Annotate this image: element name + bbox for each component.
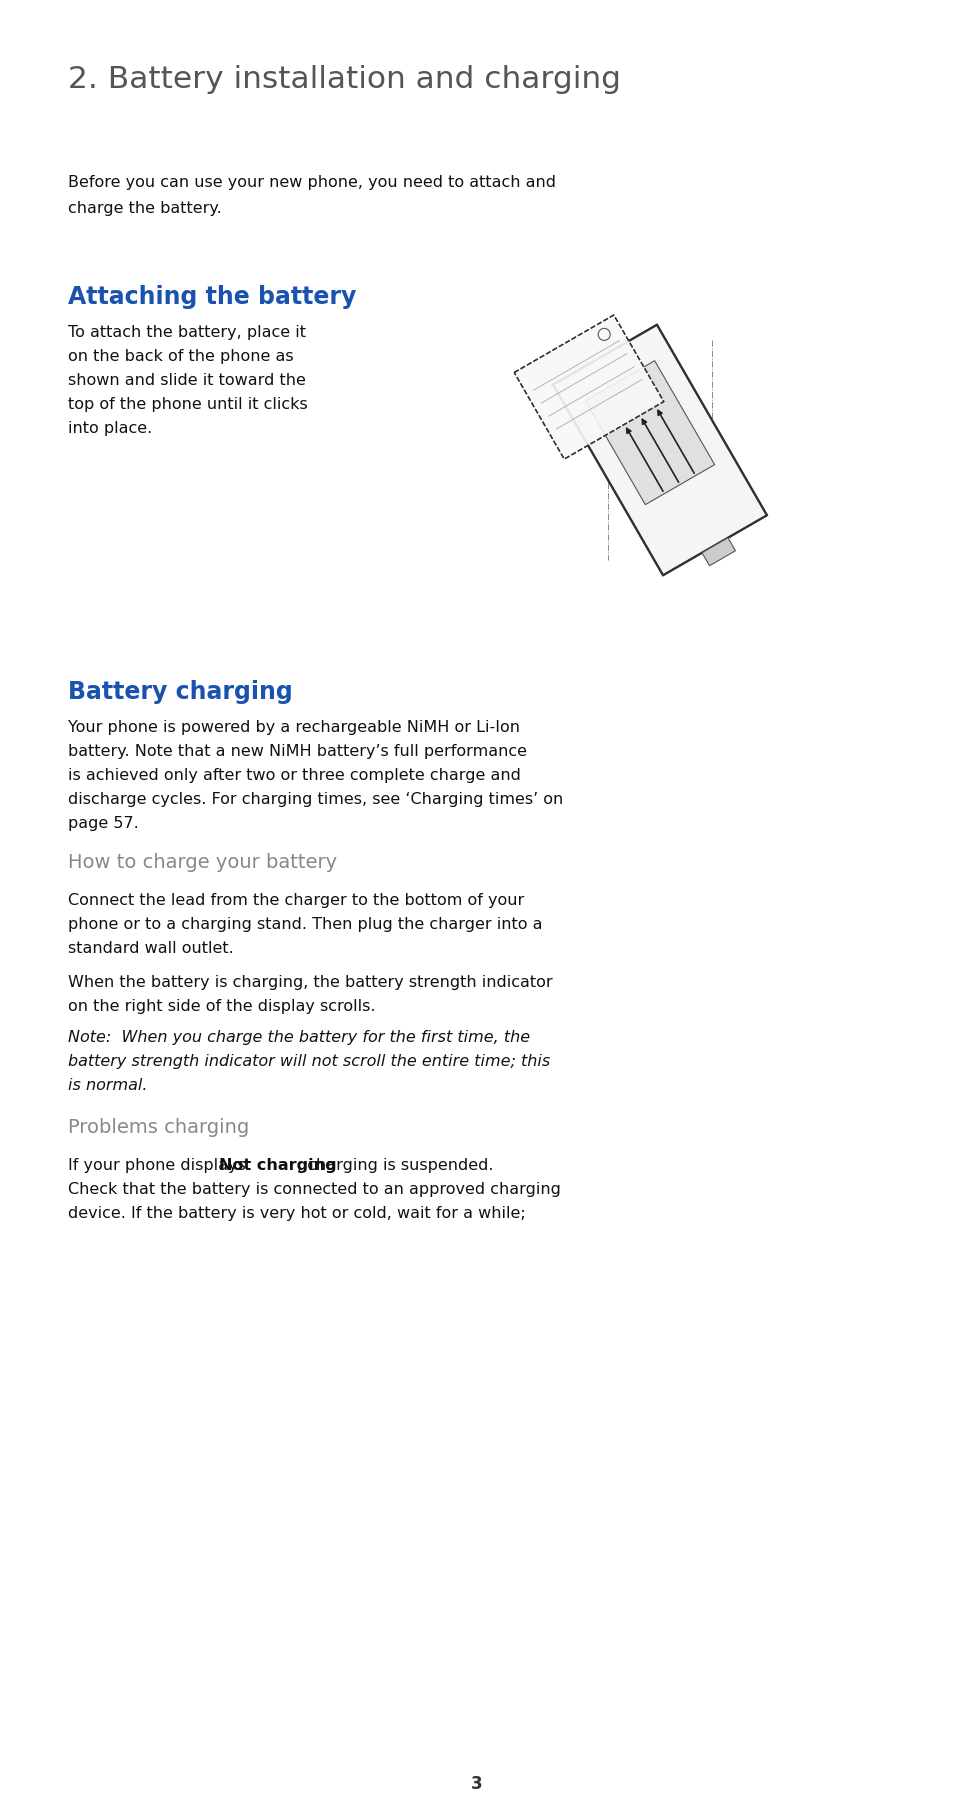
Text: Not charging: Not charging (218, 1158, 335, 1174)
Text: How to charge your battery: How to charge your battery (68, 853, 336, 873)
Text: When the battery is charging, the battery strength indicator: When the battery is charging, the batter… (68, 975, 552, 990)
Text: Problems charging: Problems charging (68, 1118, 249, 1138)
Text: Your phone is powered by a rechargeable NiMH or Li-Ion: Your phone is powered by a rechargeable … (68, 719, 519, 736)
Text: Before you can use your new phone, you need to attach and: Before you can use your new phone, you n… (68, 175, 556, 189)
Polygon shape (553, 325, 766, 575)
Text: on the right side of the display scrolls.: on the right side of the display scrolls… (68, 999, 375, 1013)
Text: on the back of the phone as: on the back of the phone as (68, 350, 294, 364)
Text: is normal.: is normal. (68, 1078, 148, 1093)
Text: into place.: into place. (68, 420, 152, 436)
Polygon shape (514, 316, 663, 460)
Text: If your phone displays: If your phone displays (68, 1158, 251, 1174)
Text: Check that the battery is connected to an approved charging: Check that the battery is connected to a… (68, 1183, 560, 1197)
Text: 3: 3 (471, 1774, 482, 1792)
Text: phone or to a charging stand. Then plug the charger into a: phone or to a charging stand. Then plug … (68, 918, 542, 932)
Text: battery strength indicator will not scroll the entire time; this: battery strength indicator will not scro… (68, 1055, 550, 1069)
Text: top of the phone until it clicks: top of the phone until it clicks (68, 397, 308, 413)
Text: To attach the battery, place it: To attach the battery, place it (68, 325, 306, 341)
Text: 2. Battery installation and charging: 2. Battery installation and charging (68, 65, 620, 94)
Text: , charging is suspended.: , charging is suspended. (297, 1158, 494, 1174)
Text: page 57.: page 57. (68, 817, 138, 831)
Text: device. If the battery is very hot or cold, wait for a while;: device. If the battery is very hot or co… (68, 1206, 525, 1221)
Text: Note:  When you charge the battery for the first time, the: Note: When you charge the battery for th… (68, 1030, 530, 1046)
Text: Attaching the battery: Attaching the battery (68, 285, 356, 308)
Text: discharge cycles. For charging times, see ‘Charging times’ on: discharge cycles. For charging times, se… (68, 792, 562, 808)
Text: is achieved only after two or three complete charge and: is achieved only after two or three comp… (68, 768, 520, 783)
Text: battery. Note that a new NiMH battery’s full performance: battery. Note that a new NiMH battery’s … (68, 745, 526, 759)
Text: shown and slide it toward the: shown and slide it toward the (68, 373, 306, 388)
Text: charge the battery.: charge the battery. (68, 200, 221, 216)
Text: standard wall outlet.: standard wall outlet. (68, 941, 233, 956)
Text: Battery charging: Battery charging (68, 680, 293, 703)
Text: Connect the lead from the charger to the bottom of your: Connect the lead from the charger to the… (68, 892, 524, 909)
Polygon shape (585, 361, 714, 505)
Polygon shape (701, 537, 735, 566)
